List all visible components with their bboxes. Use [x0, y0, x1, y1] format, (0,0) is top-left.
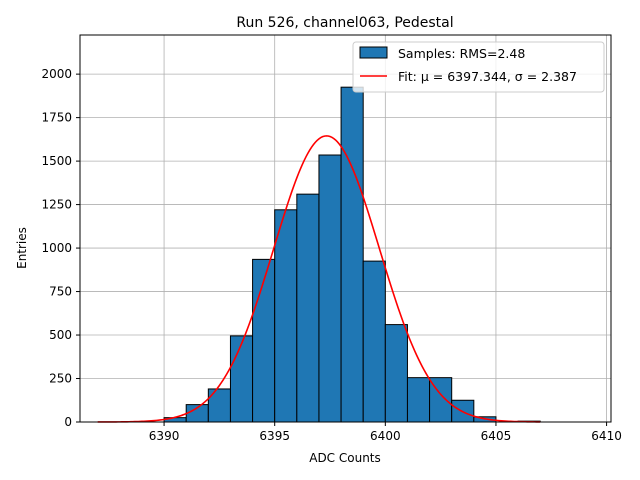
x-tick-label: 6390	[149, 429, 180, 443]
legend-fit-label: Fit: μ = 6397.344, σ = 2.387	[398, 69, 577, 84]
axis-ticks: 6390 6395 6400 6405 6410 0 250 500 750 1000 1250 15…	[41, 67, 621, 443]
y-tick-label: 1000	[41, 241, 72, 255]
legend-box	[352, 41, 605, 93]
y-tick-label: 1500	[41, 154, 72, 168]
y-tick-label: 750	[49, 285, 72, 299]
histogram-bar	[207, 388, 231, 423]
x-tick-label: 6405	[481, 429, 512, 443]
histogram-bar	[362, 260, 386, 423]
fit-curve-layer	[97, 135, 541, 423]
fit-curve	[97, 135, 541, 423]
histogram-bar	[274, 209, 298, 423]
y-tick-label: 2000	[41, 67, 72, 81]
chart-title: Run 526, channel063, Pedestal	[236, 15, 453, 31]
y-tick-label: 500	[49, 328, 72, 342]
x-tick-label: 6410	[591, 429, 622, 443]
histogram-bar	[296, 193, 320, 423]
histogram-bars	[163, 86, 541, 423]
plot-frame	[79, 34, 612, 423]
histogram-bar	[340, 86, 364, 423]
histogram-bar	[384, 324, 408, 423]
x-axis-label: ADC Counts	[309, 451, 381, 465]
histogram-bar	[318, 154, 342, 423]
y-tick-label: 250	[49, 372, 72, 386]
y-tick-label: 0	[64, 415, 72, 429]
histogram-bar	[406, 377, 431, 423]
legend-samples-patch	[359, 46, 388, 59]
y-tick-label: 1750	[41, 111, 72, 125]
histogram-bar	[229, 335, 254, 423]
legend-samples-label: Samples: RMS=2.48	[398, 46, 525, 61]
y-tick-label: 1250	[41, 198, 72, 212]
y-axis-label: Entries	[15, 227, 29, 269]
x-tick-label: 6400	[370, 429, 401, 443]
legend: Samples: RMS=2.48 Fit: μ = 6397.344, σ =…	[352, 41, 605, 93]
x-tick-label: 6395	[259, 429, 290, 443]
